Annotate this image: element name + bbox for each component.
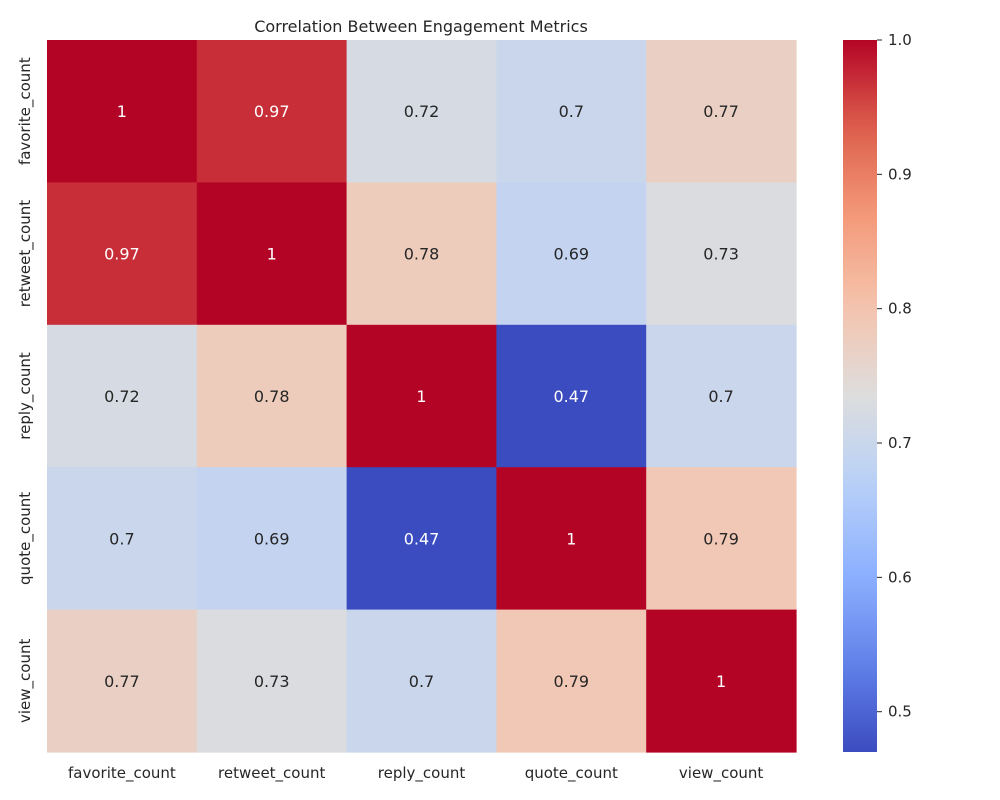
- cell-annotation-2-3: 0.47: [553, 387, 589, 406]
- heatmap-cell-4-4: [646, 609, 797, 753]
- colorbar-tick-label-4: 0.9: [888, 165, 912, 183]
- row-labels: favorite_count retweet_count reply_countqu…: [16, 57, 35, 723]
- heatmap-cell-3-3: [496, 467, 647, 611]
- cell-annotation-4-1: 0.73: [254, 672, 290, 691]
- cell-annotation-3-1: 0.69: [254, 529, 290, 548]
- heatmap-cell-1-3: [496, 182, 647, 326]
- heatmap-cell-2-1: [196, 324, 348, 468]
- cell-annotation-3-2: 0.47: [404, 529, 440, 548]
- cell-annotation-2-2: 1: [416, 387, 426, 406]
- heatmap-cell-0-2: [346, 40, 497, 183]
- heatmap-cell-2-4: [646, 324, 797, 468]
- row-label-4: view_count: [16, 639, 35, 723]
- cell-annotation-0-4: 0.77: [703, 102, 739, 121]
- chart-title: Correlation Between Engagement Metrics: [254, 17, 588, 36]
- cell-annotation-0-3: 0.7: [559, 102, 584, 121]
- heatmap-cell-0-1: [196, 40, 348, 183]
- cell-annotation-3-3: 1: [566, 529, 576, 548]
- cell-annotation-0-1: 0.97: [254, 102, 290, 121]
- heatmap-cell-4-2: [346, 609, 497, 753]
- column-label-1: retweet_count: [218, 764, 325, 783]
- row-label-1: retweet_count: [16, 200, 35, 307]
- cell-annotation-2-1: 0.78: [254, 387, 290, 406]
- colorbar-tick-label-1: 0.6: [888, 568, 912, 586]
- heatmap-cell-1-1: [196, 182, 348, 326]
- cell-annotation-4-4: 1: [716, 672, 726, 691]
- cell-annotation-3-4: 0.79: [703, 529, 739, 548]
- colorbar-ticks: 0.5 0.6 0.7 0.8 0.9 1.0: [877, 31, 912, 721]
- column-labels: favorite_count retweet_count reply_count qu…: [68, 764, 763, 783]
- cell-annotation-1-3: 0.69: [553, 245, 589, 264]
- heatmap-cells: 1 0.97 0.72 0.7 0.77 0.97 1 0.78 0.69 0.73 0.72 0.7…: [47, 40, 797, 753]
- heatmap-cell-2-3: [496, 324, 647, 468]
- row-label-2: reply_count: [16, 352, 35, 440]
- heatmap-cell-1-0: [47, 182, 198, 326]
- row-label-0: favorite_count: [16, 57, 35, 165]
- heatmap-cell-0-0: [47, 40, 198, 183]
- cell-annotation-2-4: 0.7: [708, 387, 733, 406]
- colorbar-tick-label-5: 1.0: [888, 31, 912, 49]
- colorbar-tick-label-0: 0.5: [888, 703, 912, 721]
- cell-annotation-4-0: 0.77: [104, 672, 140, 691]
- heatmap-cell-1-4: [646, 182, 797, 326]
- heatmap-cell-2-2: [346, 324, 497, 468]
- heatmap-cell-4-1: [196, 609, 348, 753]
- heatmap-cell-3-2: [346, 467, 497, 611]
- cell-annotation-4-3: 0.79: [553, 672, 589, 691]
- cell-annotation-0-2: 0.72: [404, 102, 440, 121]
- cell-annotation-0-0: 1: [117, 102, 127, 121]
- heatmap-cell-1-2: [346, 182, 497, 326]
- heatmap-cell-2-0: [47, 324, 198, 468]
- heatmap-cell-4-0: [47, 609, 198, 753]
- cell-annotation-2-0: 0.72: [104, 387, 140, 406]
- cell-annotation-1-0: 0.97: [104, 245, 140, 264]
- row-label-3: quote_count: [16, 492, 35, 585]
- heatmap-cell-3-1: [196, 467, 348, 611]
- heatmap-cell-0-4: [646, 40, 797, 183]
- cell-annotation-4-2: 0.7: [409, 672, 434, 691]
- column-label-0: favorite_count: [68, 764, 176, 783]
- cell-annotation-1-4: 0.73: [703, 245, 739, 264]
- column-label-4: view_count: [679, 764, 763, 783]
- cell-annotation-1-2: 0.78: [404, 245, 440, 264]
- heatmap-cell-3-0: [47, 467, 198, 611]
- heatmap-cell-0-3: [496, 40, 647, 183]
- column-label-2: reply_count: [378, 764, 466, 783]
- colorbar: 0.5 0.6 0.7 0.8 0.9 1.0: [843, 31, 912, 752]
- heatmap-cell-4-3: [496, 609, 647, 753]
- cell-annotation-3-0: 0.7: [109, 529, 134, 548]
- column-label-3: quote_count: [525, 764, 618, 783]
- heatmap-cell-3-4: [646, 467, 797, 611]
- cell-annotation-1-1: 1: [267, 245, 277, 264]
- colorbar-tick-label-3: 0.8: [888, 300, 912, 318]
- colorbar-tick-label-2: 0.7: [888, 434, 912, 452]
- colorbar-gradient: [843, 40, 877, 752]
